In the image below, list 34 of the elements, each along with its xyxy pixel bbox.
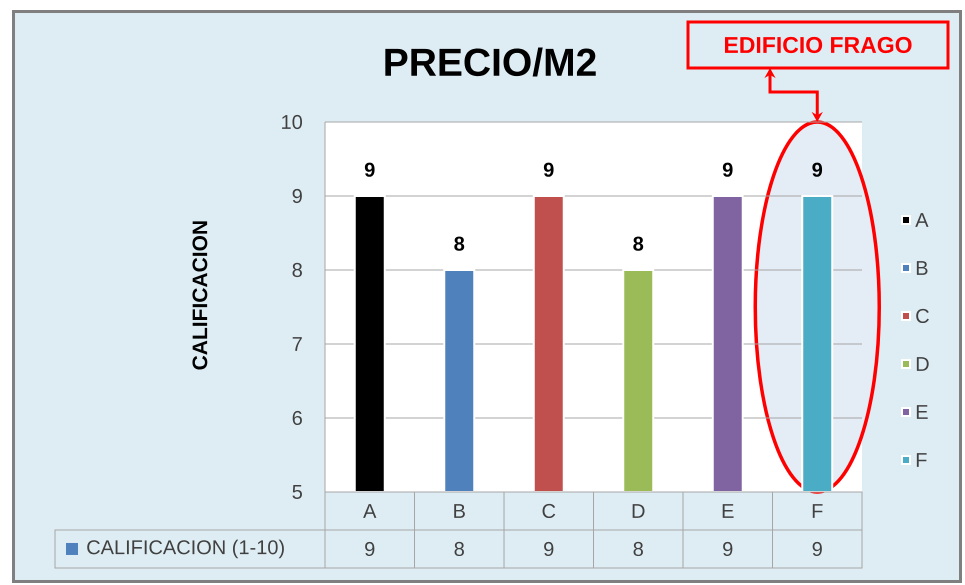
y-tick-label: 8 xyxy=(292,262,302,278)
x-tick-label: B xyxy=(454,504,465,518)
category-label: F xyxy=(916,453,927,467)
y-tick-label: 6 xyxy=(292,410,302,426)
data-label: 8 xyxy=(634,542,643,556)
category-label: C xyxy=(916,308,929,324)
data-label: 9 xyxy=(723,542,732,556)
annotation: 8 xyxy=(454,236,464,251)
chart-title: PRECIO/M2 xyxy=(385,47,596,77)
x-tick-label: F xyxy=(812,504,823,518)
annotation: 8 xyxy=(633,236,644,251)
data-label: 9 xyxy=(365,542,374,556)
data-label: 8 xyxy=(454,542,464,556)
annotation: 9 xyxy=(812,162,822,177)
annotation: 9 xyxy=(364,162,375,177)
x-tick-label: D xyxy=(632,504,645,518)
data-label: 9 xyxy=(544,542,554,556)
x-tick-label: E xyxy=(722,504,734,518)
category-label: E xyxy=(916,405,928,419)
y-tick-label: 10 xyxy=(282,114,302,130)
category-label: D xyxy=(916,357,929,371)
annotation: 9 xyxy=(722,162,733,177)
x-tick-label: C xyxy=(542,504,556,518)
y-axis-title: CALIFICACION xyxy=(192,221,208,370)
y-tick-label: 7 xyxy=(292,337,302,351)
y-tick-label: 5 xyxy=(292,485,302,499)
category-label: A xyxy=(915,213,929,227)
text: EDIFICIO FRAGO xyxy=(724,36,912,54)
x-tick-label: A xyxy=(363,504,376,518)
category-label: B xyxy=(916,261,928,275)
y-tick-label: 9 xyxy=(292,188,302,204)
legend-label: CALIFICACION (1-10) xyxy=(87,540,284,558)
data-label: 9 xyxy=(812,542,822,556)
annotation: 9 xyxy=(544,162,554,177)
